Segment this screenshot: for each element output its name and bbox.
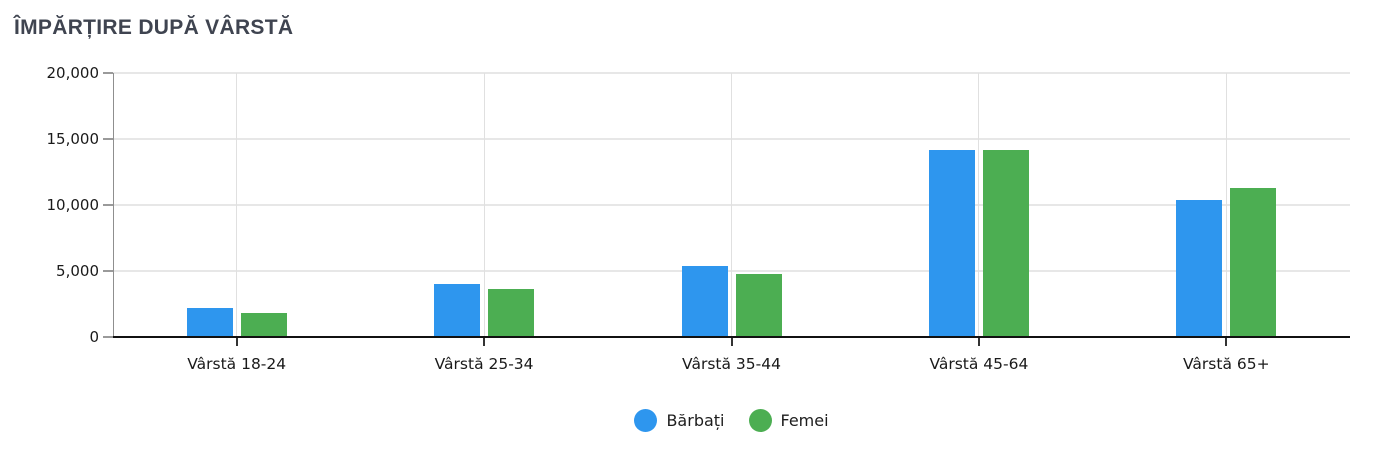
legend-swatch-circle-icon: [634, 408, 658, 432]
gridline-vertical: [236, 73, 238, 337]
y-axis-label: 5,000: [56, 262, 99, 280]
gridline-vertical: [483, 73, 485, 337]
legend-item-barbati[interactable]: Bărbați: [634, 408, 725, 432]
bar-barbati-varsta-65-[interactable]: [1176, 199, 1223, 336]
x-tick-mark: [730, 338, 733, 346]
bar-femei-varsta-65-[interactable]: [1230, 187, 1277, 336]
x-axis-label: Vârstă 25-34: [434, 355, 534, 373]
gridline-vertical: [731, 73, 732, 337]
y-tick-mark: [103, 138, 113, 140]
y-tick-mark: [103, 270, 113, 272]
x-axis-label: Vârstă 65+: [1183, 355, 1270, 373]
y-axis-line: [113, 73, 114, 337]
y-tick-mark: [103, 204, 113, 206]
bar-barbati-varsta-35-44[interactable]: [681, 265, 728, 336]
x-tick-mark: [483, 338, 486, 346]
x-tick-mark: [1225, 338, 1228, 346]
x-tick-mark: [977, 338, 980, 346]
legend-label: Bărbați: [666, 410, 725, 430]
y-axis-label: 0: [89, 328, 99, 346]
x-axis-line: [113, 336, 1350, 338]
y-tick-mark: [103, 72, 113, 74]
bar-femei-varsta-25-34[interactable]: [488, 289, 535, 336]
legend-swatch-circle-icon: [748, 408, 772, 432]
y-axis-label: 20,000: [46, 64, 100, 82]
x-axis-label: Vârstă 35-44: [682, 355, 781, 373]
y-axis-label: 15,000: [46, 130, 100, 148]
gridline-vertical: [1225, 73, 1227, 337]
legend: Bărbați Femei: [113, 406, 1350, 434]
bar-femei-varsta-18-24[interactable]: [240, 313, 287, 336]
bar-femei-varsta-45-64[interactable]: [982, 149, 1029, 336]
x-tick-mark: [235, 338, 238, 346]
y-tick-mark: [103, 336, 113, 338]
bar-femei-varsta-35-44[interactable]: [735, 273, 782, 336]
chart-title: ÎMPĂRȚIRE DUPĂ VÂRSTĂ: [14, 16, 294, 39]
y-axis-label: 10,000: [46, 196, 100, 214]
x-axis-label: Vârstă 45-64: [929, 355, 1029, 373]
bar-barbati-varsta-45-64[interactable]: [928, 149, 975, 336]
bar-barbati-varsta-18-24[interactable]: [186, 307, 233, 336]
gridline-vertical: [978, 73, 980, 337]
x-axis-label: Vârstă 18-24: [187, 355, 287, 373]
bar-barbati-varsta-25-34[interactable]: [434, 284, 481, 336]
legend-label: Femei: [780, 410, 829, 430]
legend-item-femei[interactable]: Femei: [748, 408, 829, 432]
